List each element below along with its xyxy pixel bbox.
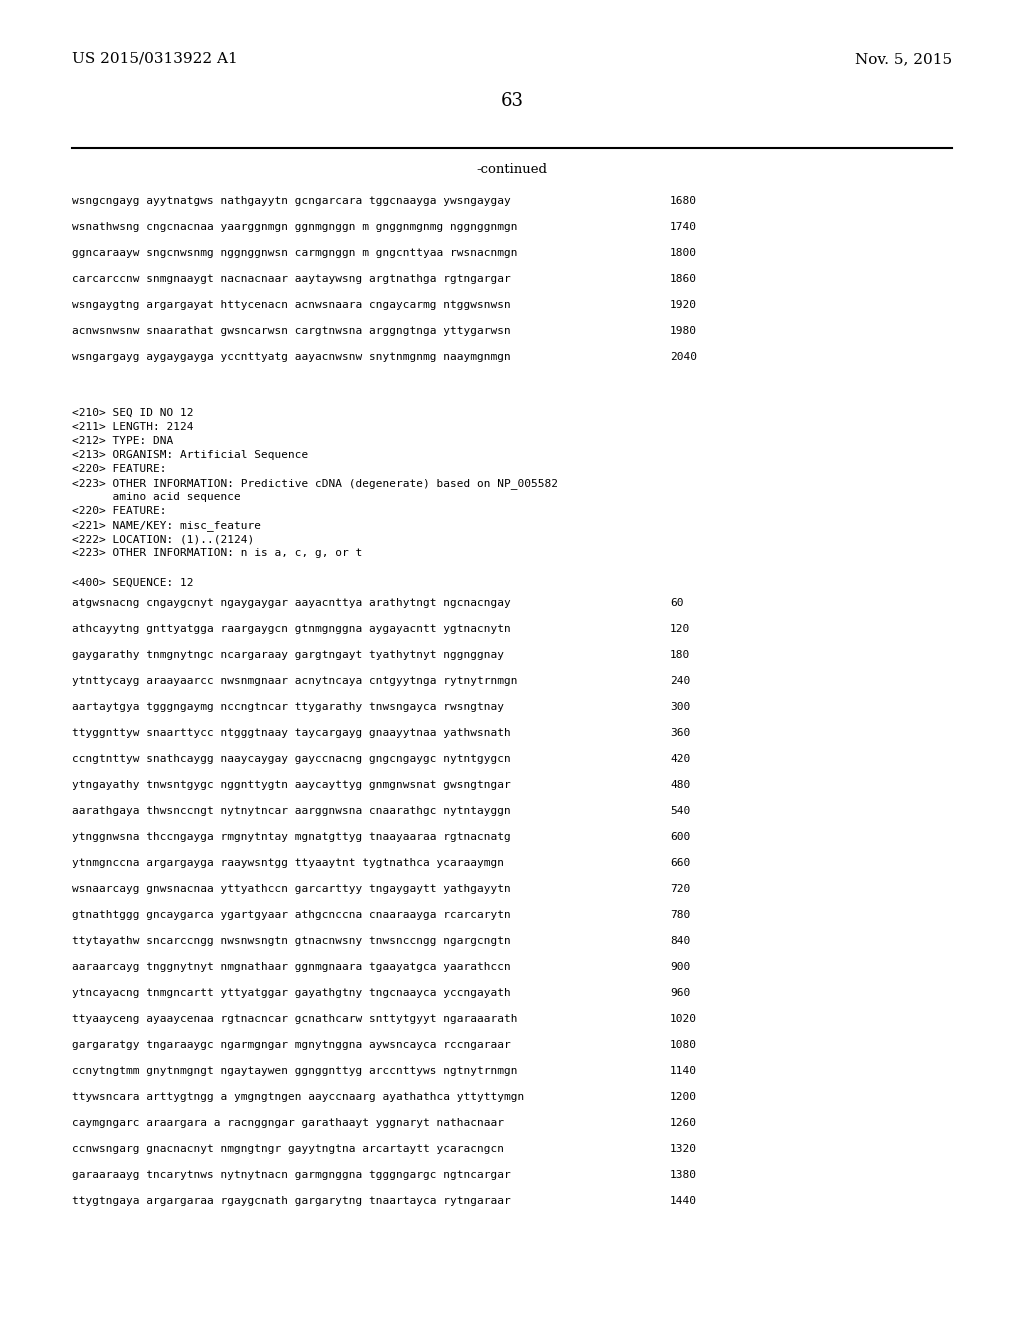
Text: ytnggnwsna thccngayga rmgnytntay mgnatgttyg tnaayaaraa rgtnacnatg: ytnggnwsna thccngayga rmgnytntay mgnatgt… [72, 832, 511, 842]
Text: 60: 60 [670, 598, 683, 609]
Text: ccnwsngarg gnacnacnyt nmgngtngr gayytngtna arcartaytt ycaracngcn: ccnwsngarg gnacnacnyt nmgngtngr gayytngt… [72, 1144, 504, 1154]
Text: ttytayathw sncarccngg nwsnwsngtn gtnacnwsny tnwsnccngg ngargcngtn: ttytayathw sncarccngg nwsnwsngtn gtnacnw… [72, 936, 511, 946]
Text: amino acid sequence: amino acid sequence [72, 492, 241, 502]
Text: 1260: 1260 [670, 1118, 697, 1129]
Text: <220> FEATURE:: <220> FEATURE: [72, 465, 167, 474]
Text: 360: 360 [670, 729, 690, 738]
Text: ytngayathy tnwsntgygc nggnttygtn aaycayttyg gnmgnwsnat gwsngtngar: ytngayathy tnwsntgygc nggnttygtn aaycayt… [72, 780, 511, 789]
Text: 720: 720 [670, 884, 690, 894]
Text: 1380: 1380 [670, 1170, 697, 1180]
Text: <212> TYPE: DNA: <212> TYPE: DNA [72, 436, 173, 446]
Text: <223> OTHER INFORMATION: Predictive cDNA (degenerate) based on NP_005582: <223> OTHER INFORMATION: Predictive cDNA… [72, 478, 558, 488]
Text: 180: 180 [670, 649, 690, 660]
Text: ttyggnttyw snaarttycc ntgggtnaay taycargayg gnaayytnaa yathwsnath: ttyggnttyw snaarttycc ntgggtnaay taycarg… [72, 729, 511, 738]
Text: 2040: 2040 [670, 352, 697, 362]
Text: ggncaraayw sngcnwsnmg nggnggnwsn carmgnggn m gngcnttyaa rwsnacnmgn: ggncaraayw sngcnwsnmg nggnggnwsn carmgng… [72, 248, 517, 257]
Text: 540: 540 [670, 807, 690, 816]
Text: aaraarcayg tnggnytnyt nmgnathaar ggnmgnaara tgaayatgca yaarathccn: aaraarcayg tnggnytnyt nmgnathaar ggnmgna… [72, 962, 511, 972]
Text: ytncayacng tnmgncartt yttyatggar gayathgtny tngcnaayca yccngayath: ytncayacng tnmgncartt yttyatggar gayathg… [72, 987, 511, 998]
Text: 240: 240 [670, 676, 690, 686]
Text: 300: 300 [670, 702, 690, 711]
Text: 900: 900 [670, 962, 690, 972]
Text: carcarccnw snmgnaaygt nacnacnaar aaytaywsng argtnathga rgtngargar: carcarccnw snmgnaaygt nacnacnaar aaytayw… [72, 275, 511, 284]
Text: aarathgaya thwsnccngt nytnytncar aarggnwsna cnaarathgc nytntayggn: aarathgaya thwsnccngt nytnytncar aarggnw… [72, 807, 511, 816]
Text: wsngargayg aygaygayga yccnttyatg aayacnwsnw snytnmgnmg naaymgnmgn: wsngargayg aygaygayga yccnttyatg aayacnw… [72, 352, 511, 362]
Text: 120: 120 [670, 624, 690, 634]
Text: ttyaayceng ayaaycenaa rgtnacncar gcnathcarw snttytgyyt ngaraaarath: ttyaayceng ayaaycenaa rgtnacncar gcnathc… [72, 1014, 517, 1024]
Text: <223> OTHER INFORMATION: n is a, c, g, or t: <223> OTHER INFORMATION: n is a, c, g, o… [72, 548, 362, 558]
Text: 1200: 1200 [670, 1092, 697, 1102]
Text: wsngcngayg ayytnatgws nathgayytn gcngarcara tggcnaayga ywsngaygay: wsngcngayg ayytnatgws nathgayytn gcngarc… [72, 195, 511, 206]
Text: US 2015/0313922 A1: US 2015/0313922 A1 [72, 51, 238, 66]
Text: athcayytng gnttyatgga raargaygcn gtnmgnggna aygayacntt ygtnacnytn: athcayytng gnttyatgga raargaygcn gtnmgng… [72, 624, 511, 634]
Text: atgwsnacng cngaygcnyt ngaygaygar aayacnttya arathytngt ngcnacngay: atgwsnacng cngaygcnyt ngaygaygar aayacnt… [72, 598, 511, 609]
Text: acnwsnwsnw snaarathat gwsncarwsn cargtnwsna arggngtnga yttygarwsn: acnwsnwsnw snaarathat gwsncarwsn cargtnw… [72, 326, 511, 337]
Text: 1140: 1140 [670, 1067, 697, 1076]
Text: 1440: 1440 [670, 1196, 697, 1206]
Text: garaaraayg tncarytnws nytnytnacn garmgnggna tgggngargc ngtncargar: garaaraayg tncarytnws nytnytnacn garmgng… [72, 1170, 511, 1180]
Text: 1860: 1860 [670, 275, 697, 284]
Text: 660: 660 [670, 858, 690, 869]
Text: 1740: 1740 [670, 222, 697, 232]
Text: 1080: 1080 [670, 1040, 697, 1049]
Text: 840: 840 [670, 936, 690, 946]
Text: 780: 780 [670, 909, 690, 920]
Text: <213> ORGANISM: Artificial Sequence: <213> ORGANISM: Artificial Sequence [72, 450, 308, 459]
Text: wsnathwsng cngcnacnaa yaarggnmgn ggnmgnggn m gnggnmgnmg nggnggnmgn: wsnathwsng cngcnacnaa yaarggnmgn ggnmgng… [72, 222, 517, 232]
Text: 1680: 1680 [670, 195, 697, 206]
Text: ttygtngaya argargaraa rgaygcnath gargarytng tnaartayca rytngaraar: ttygtngaya argargaraa rgaygcnath gargary… [72, 1196, 511, 1206]
Text: Nov. 5, 2015: Nov. 5, 2015 [855, 51, 952, 66]
Text: ytnttycayg araayaarcc nwsnmgnaar acnytncaya cntgyytnga rytnytrnmgn: ytnttycayg araayaarcc nwsnmgnaar acnytnc… [72, 676, 517, 686]
Text: ytnmgnccna argargayga raaywsntgg ttyaaytnt tygtnathca ycaraaymgn: ytnmgnccna argargayga raaywsntgg ttyaayt… [72, 858, 504, 869]
Text: 1980: 1980 [670, 326, 697, 337]
Text: 600: 600 [670, 832, 690, 842]
Text: <210> SEQ ID NO 12: <210> SEQ ID NO 12 [72, 408, 194, 418]
Text: 1320: 1320 [670, 1144, 697, 1154]
Text: ttywsncara arttygtngg a ymgngtngen aayccnaarg ayathathca yttyttymgn: ttywsncara arttygtngg a ymgngtngen aaycc… [72, 1092, 524, 1102]
Text: caymgngarc araargara a racnggngar garathaayt yggnaryt nathacnaar: caymgngarc araargara a racnggngar garath… [72, 1118, 504, 1129]
Text: gargaratgy tngaraaygc ngarmgngar mgnytnggna aywsncayca rccngaraar: gargaratgy tngaraaygc ngarmgngar mgnytng… [72, 1040, 511, 1049]
Text: <221> NAME/KEY: misc_feature: <221> NAME/KEY: misc_feature [72, 520, 261, 531]
Text: 1020: 1020 [670, 1014, 697, 1024]
Text: <222> LOCATION: (1)..(2124): <222> LOCATION: (1)..(2124) [72, 535, 254, 544]
Text: gaygarathy tnmgnytngc ncargaraay gargtngayt tyathytnyt nggnggnay: gaygarathy tnmgnytngc ncargaraay gargtng… [72, 649, 504, 660]
Text: 1920: 1920 [670, 300, 697, 310]
Text: 480: 480 [670, 780, 690, 789]
Text: 420: 420 [670, 754, 690, 764]
Text: ccngtnttyw snathcaygg naaycaygay gayccnacng gngcngaygc nytntgygcn: ccngtnttyw snathcaygg naaycaygay gayccna… [72, 754, 511, 764]
Text: 1800: 1800 [670, 248, 697, 257]
Text: <400> SEQUENCE: 12: <400> SEQUENCE: 12 [72, 578, 194, 587]
Text: 960: 960 [670, 987, 690, 998]
Text: gtnathtggg gncaygarca ygartgyaar athgcnccna cnaaraayga rcarcarytn: gtnathtggg gncaygarca ygartgyaar athgcnc… [72, 909, 511, 920]
Text: wsnaarcayg gnwsnacnaa yttyathccn garcarttyy tngaygaytt yathgayytn: wsnaarcayg gnwsnacnaa yttyathccn garcart… [72, 884, 511, 894]
Text: 63: 63 [501, 92, 523, 110]
Text: aartaytgya tgggngaymg nccngtncar ttygarathy tnwsngayca rwsngtnay: aartaytgya tgggngaymg nccngtncar ttygara… [72, 702, 504, 711]
Text: wsngaygtng argargayat httycenacn acnwsnaara cngaycarmg ntggwsnwsn: wsngaygtng argargayat httycenacn acnwsna… [72, 300, 511, 310]
Text: <220> FEATURE:: <220> FEATURE: [72, 506, 167, 516]
Text: <211> LENGTH: 2124: <211> LENGTH: 2124 [72, 422, 194, 432]
Text: -continued: -continued [476, 162, 548, 176]
Text: ccnytngtmm gnytnmgngt ngaytaywen ggnggnttyg arccnttyws ngtnytrnmgn: ccnytngtmm gnytnmgngt ngaytaywen ggnggnt… [72, 1067, 517, 1076]
